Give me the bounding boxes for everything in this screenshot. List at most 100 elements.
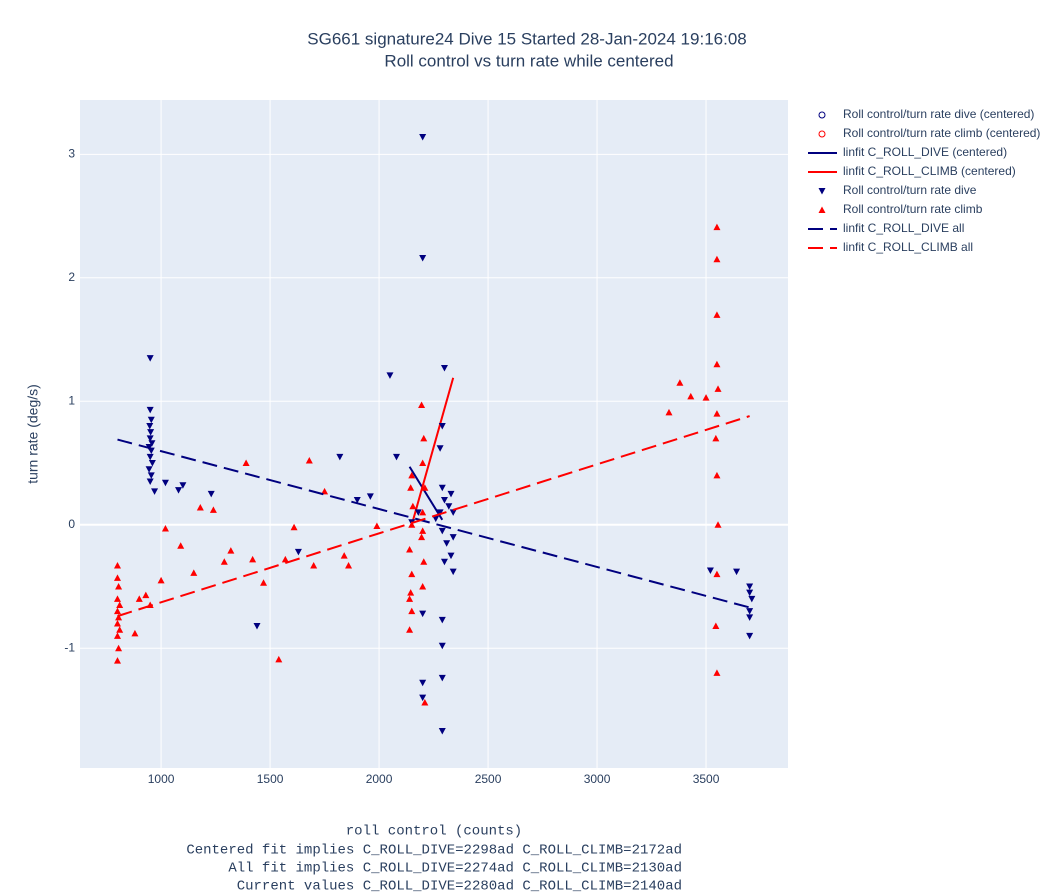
- point: [209, 506, 217, 513]
- point: [419, 582, 427, 590]
- point: [714, 385, 722, 392]
- point: [386, 372, 394, 379]
- point: [713, 255, 721, 263]
- point: [142, 591, 150, 599]
- point: [157, 576, 165, 584]
- legend-item: linfit C_ROLL_DIVE all: [808, 221, 964, 235]
- point: [713, 471, 721, 479]
- point: [275, 655, 283, 663]
- point: [406, 595, 414, 602]
- point: [414, 509, 422, 516]
- x-tick-label: 2000: [366, 772, 393, 786]
- point: [665, 408, 673, 416]
- point: [196, 503, 204, 511]
- point: [746, 583, 754, 590]
- point: [190, 569, 198, 576]
- point: [746, 614, 754, 621]
- plot-area: [80, 100, 788, 768]
- legend-label: linfit C_ROLL_CLIMB (centered): [843, 164, 1016, 178]
- point: [145, 466, 153, 473]
- point: [281, 555, 289, 563]
- point: [115, 582, 123, 590]
- point: [310, 562, 318, 569]
- x-tick-label: 1000: [148, 772, 175, 786]
- point: [713, 223, 721, 231]
- point: [445, 503, 453, 510]
- chart-title: SG661 signature24 Dive 15 Started 28-Jan…: [307, 29, 746, 48]
- point: [220, 558, 228, 565]
- point: [253, 623, 261, 630]
- point: [713, 410, 721, 417]
- point: [340, 552, 348, 559]
- point: [676, 379, 684, 386]
- point: [406, 545, 414, 553]
- point: [702, 394, 710, 401]
- point: [115, 644, 123, 652]
- point: [148, 440, 156, 447]
- point: [353, 497, 361, 504]
- point: [419, 694, 427, 702]
- point: [418, 401, 426, 408]
- point: [687, 392, 695, 400]
- point: [419, 459, 427, 467]
- point: [748, 595, 756, 603]
- x-tick-label: 3000: [584, 772, 611, 786]
- point: [713, 669, 721, 676]
- point: [713, 360, 721, 368]
- point: [147, 429, 155, 436]
- point: [409, 502, 417, 510]
- point: [113, 562, 121, 569]
- point: [336, 453, 344, 461]
- point: [113, 574, 121, 581]
- point: [449, 534, 457, 541]
- point: [161, 479, 169, 487]
- point: [443, 540, 451, 547]
- point: [438, 616, 446, 624]
- x-axis-label: roll control (counts): [346, 824, 522, 840]
- point: [438, 527, 446, 535]
- x-tick-label: 2500: [475, 772, 502, 786]
- point: [440, 558, 448, 566]
- point: [421, 484, 429, 491]
- point: [113, 607, 121, 615]
- point: [449, 509, 457, 516]
- point: [373, 522, 381, 529]
- point: [179, 482, 187, 489]
- point: [420, 434, 428, 442]
- point: [148, 460, 156, 467]
- point: [113, 620, 121, 627]
- point: [249, 555, 257, 563]
- point: [706, 567, 714, 574]
- point: [419, 134, 427, 141]
- point: [438, 674, 446, 682]
- point: [146, 453, 154, 461]
- point: [746, 608, 754, 615]
- x-tick-label: 1500: [257, 772, 284, 786]
- point: [161, 524, 169, 532]
- point: [419, 679, 427, 687]
- point: [116, 601, 124, 609]
- point: [407, 484, 415, 491]
- legend-label: linfit C_ROLL_CLIMB all: [843, 240, 973, 254]
- annotation: Centered fit implies C_ROLL_DIVE=2298ad …: [186, 843, 682, 859]
- point: [131, 629, 139, 637]
- y-axis-label: turn rate (deg/s): [25, 384, 41, 484]
- legend-item: Roll control/turn rate dive (centered): [818, 107, 1034, 121]
- point: [712, 622, 720, 630]
- legend-item: linfit C_ROLL_DIVE (centered): [808, 145, 1007, 159]
- y-tick-label: -1: [64, 640, 75, 654]
- point: [393, 453, 401, 461]
- point: [115, 613, 123, 621]
- point: [366, 493, 374, 500]
- legend-symbol: [818, 188, 826, 195]
- point: [294, 548, 302, 556]
- point: [116, 626, 124, 633]
- legend-item: linfit C_ROLL_CLIMB all: [808, 240, 973, 254]
- point: [440, 497, 448, 504]
- point: [113, 595, 121, 602]
- annotation: All fit implies C_ROLL_DIVE=2274ad C_ROL…: [228, 861, 682, 877]
- point: [714, 521, 722, 528]
- legend-item: linfit C_ROLL_CLIMB (centered): [808, 164, 1016, 178]
- point: [406, 626, 414, 633]
